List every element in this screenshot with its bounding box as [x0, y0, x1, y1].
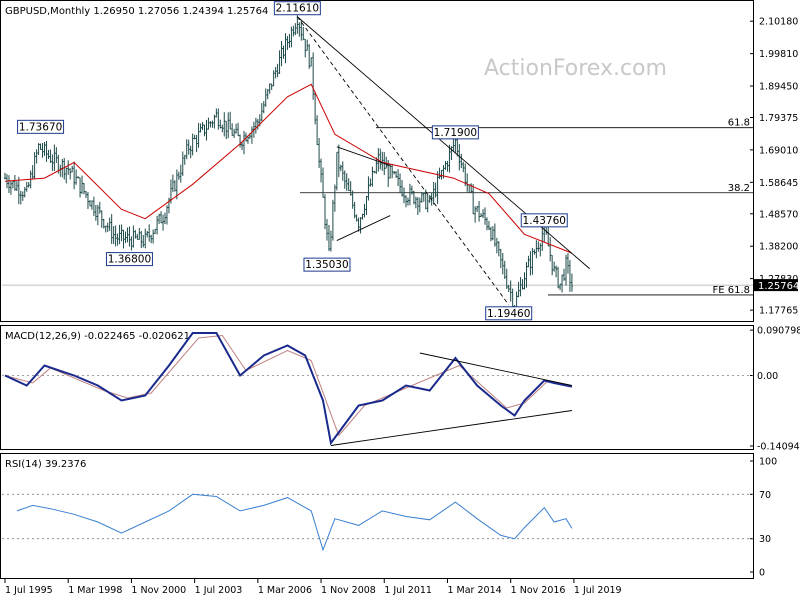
price-annotation-box [485, 306, 533, 321]
macd-trendline [419, 352, 573, 386]
x-tick-label: 1 Jul 2003 [195, 585, 243, 596]
macd-plot: 0.090798 0.00 -0.14094 [2, 326, 800, 452]
macd-line [4, 332, 573, 446]
price-panel-frame [0, 0, 754, 322]
rsi-line [16, 493, 573, 552]
price-annotation-label: 1.35030 [305, 259, 348, 271]
x-tick-label: 1 Jul 1995 [5, 585, 53, 596]
trendline [297, 16, 590, 270]
price-annotation-box [520, 213, 568, 228]
price-annotation-box [431, 125, 479, 140]
x-tick-label: 1 Nov 2016 [511, 585, 566, 596]
price-annotation-box [105, 252, 153, 267]
rsi-plot: 100 70 30 0 [2, 457, 777, 579]
macd-trendline [330, 410, 572, 446]
price-ytick-label: 1.17765 [759, 306, 798, 317]
price-annotation-label: 1.19460 [487, 308, 530, 320]
x-tick-label: 1 Mar 2006 [258, 585, 312, 596]
price-annotation-label: 1.71900 [434, 127, 477, 139]
rsi-header: RSI(14) 39.2376 [5, 459, 86, 470]
macd-ytick-label: -0.14094 [757, 441, 800, 452]
price-ytick-label: 1.79375 [759, 113, 798, 124]
moving-average-line [4, 83, 573, 254]
price-ytick-label: 2.10180 [759, 17, 798, 28]
price-annotation-label: 1.36800 [108, 254, 151, 266]
rsi-ytick-label: 0 [759, 568, 765, 579]
price-annotation-label: 1.73670 [19, 121, 62, 133]
x-tick-label: 1 Jul 2019 [574, 585, 622, 596]
x-tick-label: 1 Mar 2014 [447, 585, 501, 596]
price-annotation-label: 1.43760 [523, 215, 566, 227]
watermark: ActionForex.com [484, 56, 667, 81]
trendline [336, 146, 391, 166]
dashed-trendline [296, 16, 510, 306]
price-ytick-label: 1.38200 [759, 242, 798, 253]
price-ytick-label: 1.48570 [759, 209, 798, 220]
current-price-box [754, 279, 798, 292]
rsi-ytick-label: 100 [759, 457, 777, 468]
price-ytick-label: 1.69010 [759, 145, 798, 156]
x-tick-label: 1 Nov 2000 [131, 585, 186, 596]
price-ytick-label: 1.89450 [759, 82, 798, 93]
x-axis: 1 Jul 1995 1 Mar 1998 1 Nov 2000 1 Jul 2003… [4, 578, 622, 596]
rsi-ytick-label: 30 [759, 534, 771, 545]
price-annotation-box [273, 1, 321, 16]
price-ytick-label: 1.99810 [759, 49, 798, 60]
price-annotation-label: 2.11610 [276, 3, 319, 15]
current-price-label: 1.25764 [758, 281, 799, 292]
macd-header: MACD(12,26,9) -0.022465 -0.020621 [5, 331, 190, 342]
macd-ytick-label: 0.00 [757, 371, 778, 382]
x-tick-label: 1 Jul 2011 [384, 585, 432, 596]
fib-level-label: 61.8 [728, 118, 750, 129]
rsi-ytick-label: 70 [759, 490, 771, 501]
x-tick-label: 1 Mar 1998 [68, 585, 122, 596]
price-plot: 2.10180 1.99810 1.89450 1.79375 1.69010 1.586… [2, 1, 799, 321]
rsi-panel-frame [0, 453, 754, 579]
price-header: GBPUSD,Monthly 1.26950 1.27056 1.24394 1… [5, 6, 268, 17]
price-annotation-box [17, 119, 65, 134]
x-tick-label: 1 Nov 2008 [321, 585, 376, 596]
macd-panel-frame [0, 325, 754, 450]
fib-level-label: FE 61.8 [712, 285, 750, 296]
price-ytick-label: 1.58645 [759, 178, 798, 189]
price-annotation-box [303, 257, 351, 272]
trendline [336, 215, 391, 242]
macd-signal-line [4, 334, 573, 437]
macd-ytick-label: 0.090798 [757, 326, 800, 337]
fib-level-label: 38.2 [728, 183, 750, 194]
